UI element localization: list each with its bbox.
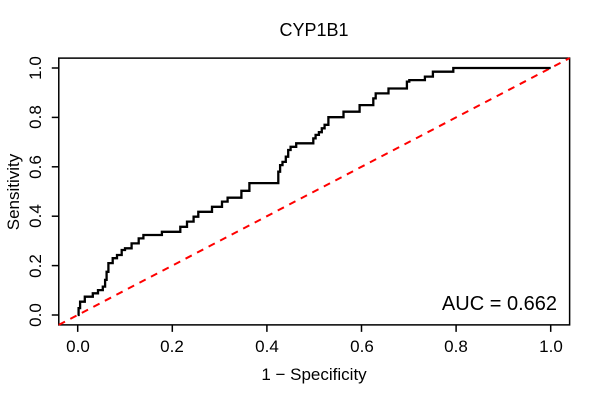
x-tick-label-3: 0.6 xyxy=(350,337,374,356)
plot-box xyxy=(58,57,571,326)
auc-annotation: AUC = 0.662 xyxy=(442,293,557,315)
roc-curve-line xyxy=(77,66,551,317)
y-tick-label-3: 0.6 xyxy=(26,155,45,179)
x-tick-label-0: 0.0 xyxy=(66,337,90,356)
y-tick-label-2: 0.4 xyxy=(26,204,45,228)
chart-title: CYP1B1 xyxy=(279,20,348,40)
x-axis-label: 1 − Specificity xyxy=(261,365,367,384)
y-tick-label-0: 0.0 xyxy=(26,303,45,327)
y-tick-label-5: 1.0 xyxy=(26,56,45,80)
x-tick-label-5: 1.0 xyxy=(539,337,563,356)
plot-area xyxy=(51,57,571,332)
y-axis-label: Sensitivity xyxy=(4,153,23,230)
x-tick-label-1: 0.2 xyxy=(160,337,184,356)
chance-diagonal-line xyxy=(58,57,571,326)
x-tick-label-2: 0.4 xyxy=(255,337,279,356)
y-tick-label-1: 0.2 xyxy=(26,254,45,278)
y-tick-label-4: 0.8 xyxy=(26,105,45,129)
x-tick-label-4: 0.8 xyxy=(444,337,468,356)
